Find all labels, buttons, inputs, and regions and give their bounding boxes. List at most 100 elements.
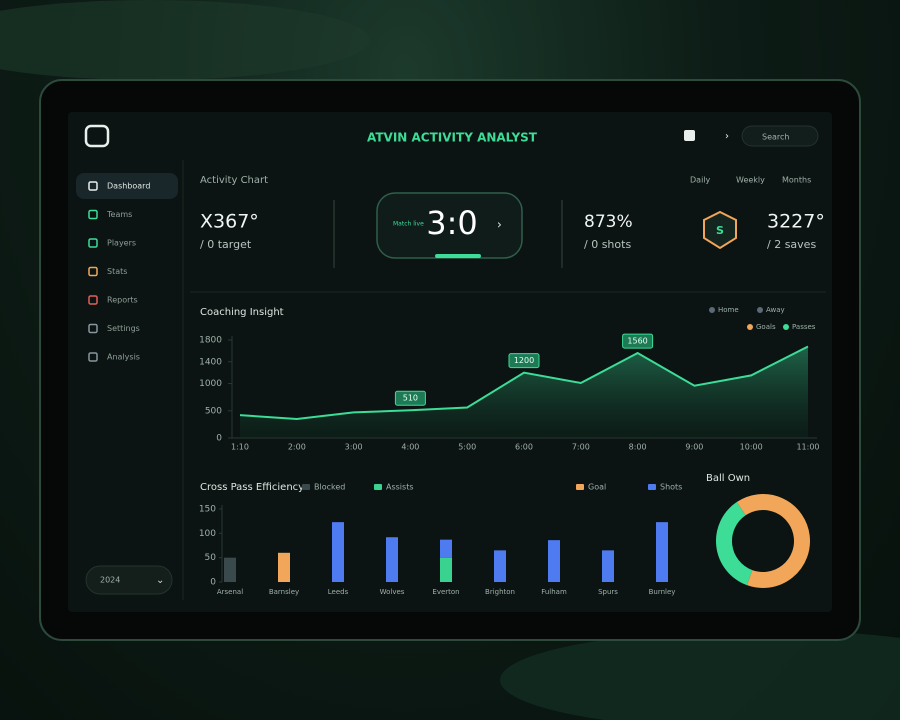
bar <box>494 550 506 582</box>
x-tick-label: 1:10 <box>231 443 249 452</box>
nav-item[interactable]: Stats <box>107 267 127 276</box>
section-title: Activity Chart <box>200 175 268 186</box>
data-label-bg <box>508 353 540 369</box>
nav-item[interactable]: Players <box>107 239 136 248</box>
nav-item[interactable]: Analysis <box>107 353 140 362</box>
area <box>240 346 808 438</box>
data-label-bg <box>394 390 426 406</box>
bar <box>656 522 668 582</box>
sidebar-footer[interactable] <box>85 565 173 595</box>
legend-label: Blocked <box>314 483 345 492</box>
nav-item[interactable]: Teams <box>106 210 132 219</box>
backdrop <box>0 0 370 80</box>
y-tick-label: 500 <box>205 406 222 416</box>
stat-value: 873% <box>584 212 633 232</box>
footer-text: 2024 <box>100 576 120 585</box>
legend-swatch <box>747 324 753 330</box>
donut-slice <box>736 494 810 588</box>
shield-icon: S <box>716 224 724 237</box>
x-tick-label: 4:00 <box>401 443 419 452</box>
nav-icon <box>88 266 98 277</box>
screen-panel <box>68 112 832 612</box>
legend-label: Assists <box>386 483 414 492</box>
icon: › <box>725 131 729 142</box>
x-tick-label: Fulham <box>541 588 567 596</box>
y-tick-label: 50 <box>205 553 217 563</box>
x-tick-label: Spurs <box>598 588 618 596</box>
stat-value: 3227° <box>767 211 825 233</box>
bar <box>548 540 560 582</box>
y-tick-label: 1000 <box>199 379 222 389</box>
data-label: 1200 <box>514 356 534 365</box>
x-tick-label: 7:00 <box>572 443 590 452</box>
y-tick-label: 1400 <box>199 357 222 367</box>
nav-item[interactable]: Reports <box>107 296 138 305</box>
bar <box>440 557 452 582</box>
x-tick-label: Burnley <box>649 588 676 596</box>
legend-swatch <box>783 324 789 330</box>
legend-label: Shots <box>660 483 682 492</box>
bar <box>440 539 452 558</box>
sidebar-active <box>76 173 178 199</box>
search-box[interactable] <box>741 125 819 147</box>
x-tick-label: 3:00 <box>345 443 363 452</box>
tab[interactable]: Daily <box>690 176 711 185</box>
score: 3:0 <box>426 204 478 242</box>
score-progress <box>435 254 481 258</box>
nav-item[interactable]: Settings <box>107 324 140 333</box>
x-tick-label: 11:00 <box>796 443 819 452</box>
x-tick-label: 5:00 <box>458 443 476 452</box>
nav-item[interactable]: Dashboard <box>107 182 150 191</box>
stat-value: X367° <box>200 211 259 233</box>
x-tick-label: Brighton <box>485 588 515 596</box>
data-label-bg <box>622 333 654 349</box>
bar <box>224 557 236 582</box>
legend-swatch <box>757 307 763 313</box>
nav-icon <box>88 295 98 305</box>
x-tick-label: 2:00 <box>288 443 306 452</box>
y-tick-label: 150 <box>199 505 216 515</box>
y-tick-label: 1800 <box>199 336 222 346</box>
nav-icon <box>88 352 98 362</box>
legend-label: Home <box>718 306 739 314</box>
y-tick-label: 100 <box>199 529 216 539</box>
stat-label: / 0 shots <box>584 238 631 251</box>
chart-title: Cross Pass Efficiency <box>200 482 304 493</box>
legend-swatch <box>648 484 656 490</box>
donut-slice <box>716 502 753 586</box>
legend-swatch <box>709 307 715 313</box>
nav-icon <box>88 209 98 220</box>
nav-icon <box>88 238 98 248</box>
shield-icon <box>703 210 737 250</box>
bar <box>278 552 290 582</box>
x-tick-label: Everton <box>432 588 459 596</box>
y-tick-label: 0 <box>216 434 222 444</box>
x-tick-label: 9:00 <box>685 443 703 452</box>
backdrop <box>500 630 900 720</box>
y-tick-label: 0 <box>210 578 216 588</box>
stat-label: / 0 target <box>200 238 252 251</box>
nav-icon <box>88 181 98 191</box>
x-tick-label: 6:00 <box>515 443 533 452</box>
bar <box>602 550 614 582</box>
x-tick-label: 8:00 <box>629 443 647 452</box>
tab[interactable]: Weekly <box>736 176 765 185</box>
legend-label: Away <box>766 306 785 314</box>
bar <box>386 537 398 582</box>
x-tick-label: Barnsley <box>269 588 299 596</box>
chart-title: Ball Own <box>706 473 750 484</box>
data-label: 1560 <box>627 337 647 346</box>
x-tick-label: 10:00 <box>740 443 763 452</box>
legend-label: Passes <box>792 323 816 331</box>
legend-swatch <box>302 484 310 490</box>
legend-swatch <box>576 484 584 490</box>
tab[interactable]: Months <box>782 176 811 185</box>
logo <box>84 124 110 148</box>
app-title: ATVIN ACTIVITY ANALYST <box>367 131 538 145</box>
x-tick-label: Arsenal <box>217 588 243 596</box>
bar <box>332 522 344 582</box>
chart-title: Coaching Insight <box>200 307 284 318</box>
legend-label: Goal <box>588 483 606 492</box>
